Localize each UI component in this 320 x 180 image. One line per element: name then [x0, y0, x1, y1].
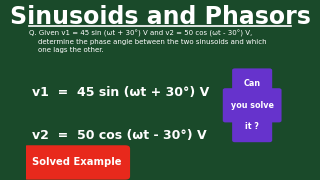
FancyBboxPatch shape	[23, 145, 130, 180]
Text: v1  =  45 sin (ωt + 30°) V: v1 = 45 sin (ωt + 30°) V	[32, 86, 209, 98]
FancyBboxPatch shape	[223, 88, 282, 122]
Text: v2  =  50 cos (ωt - 30°) V: v2 = 50 cos (ωt - 30°) V	[32, 129, 206, 142]
Text: it ?: it ?	[245, 122, 259, 131]
Text: Can: Can	[244, 79, 261, 88]
Text: Q. Given v1 = 45 sin (ωt + 30°) V and v2 = 50 cos (ωt - 30°) V,
    determine th: Q. Given v1 = 45 sin (ωt + 30°) V and v2…	[29, 30, 267, 53]
Text: Solved Example: Solved Example	[32, 157, 121, 167]
Text: you solve: you solve	[231, 101, 274, 110]
FancyBboxPatch shape	[232, 68, 272, 142]
Text: Sinusoids and Phasors: Sinusoids and Phasors	[10, 5, 310, 29]
